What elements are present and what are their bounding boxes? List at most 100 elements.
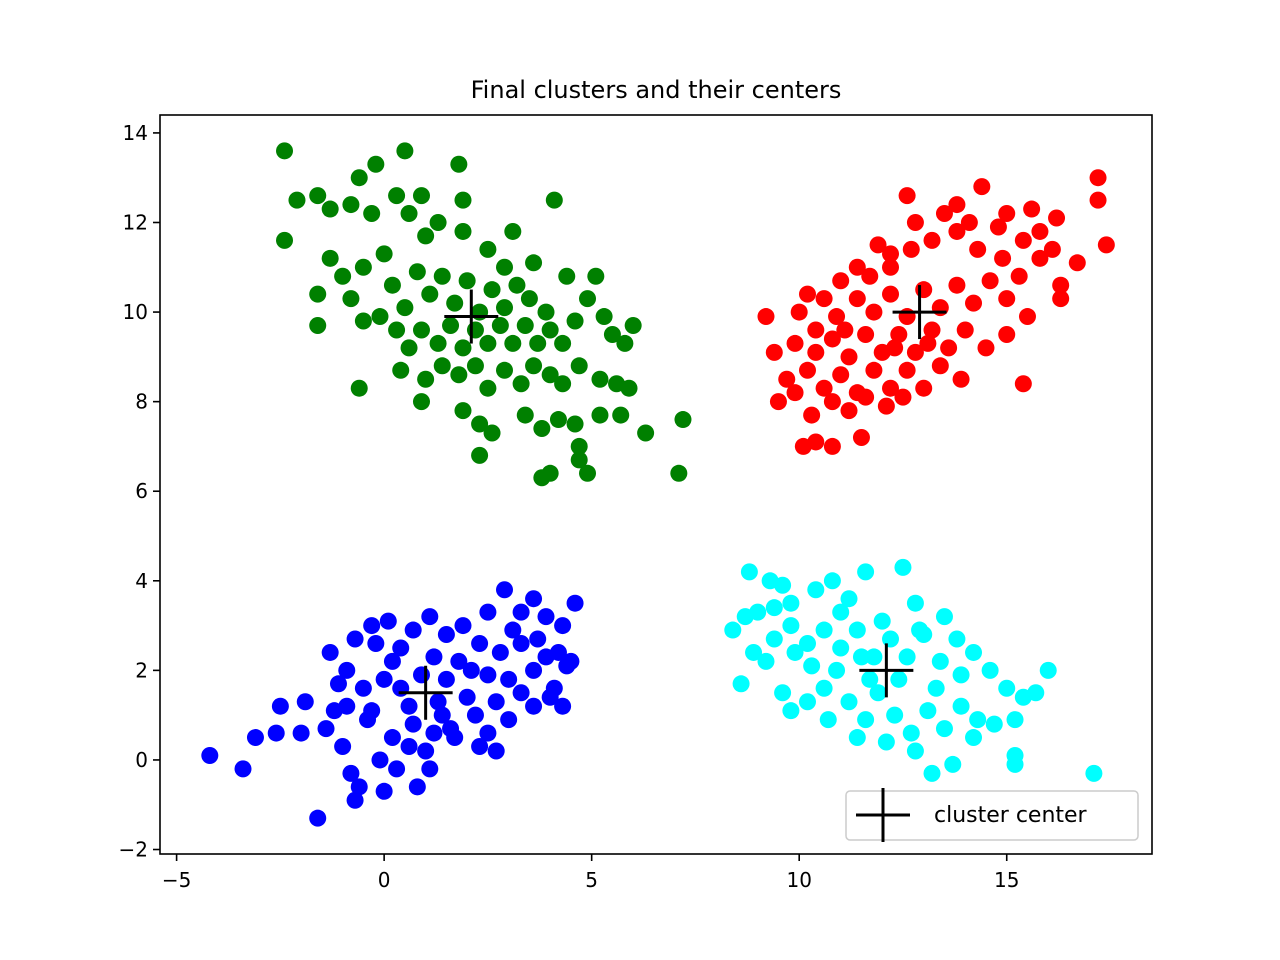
data-point (479, 724, 497, 742)
y-tick-label: 4 (135, 569, 148, 593)
data-point (848, 729, 866, 747)
data-point (1089, 191, 1107, 209)
data-point (819, 711, 837, 729)
data-point (566, 415, 584, 433)
data-point (346, 791, 364, 809)
data-point (317, 720, 335, 738)
data-point (292, 724, 310, 742)
data-point (525, 661, 543, 679)
legend-marker-cross (856, 788, 910, 842)
data-point (765, 343, 783, 361)
data-point (359, 711, 377, 729)
data-point (487, 742, 505, 760)
data-point (479, 334, 497, 352)
data-point (491, 643, 509, 661)
data-point (952, 697, 970, 715)
data-point (508, 276, 526, 294)
data-point (433, 706, 451, 724)
data-point (496, 258, 514, 276)
data-point (927, 679, 945, 697)
data-point (412, 666, 430, 684)
data-point (923, 231, 941, 249)
data-point (985, 715, 1003, 733)
data-point (383, 729, 401, 747)
data-point (579, 464, 597, 482)
data-point (500, 670, 518, 688)
data-point (906, 343, 924, 361)
data-point (321, 249, 339, 267)
data-point (276, 142, 294, 160)
data-point (769, 393, 787, 411)
data-point (454, 222, 472, 240)
data-point (412, 393, 430, 411)
data-point (807, 321, 825, 339)
data-point (1097, 236, 1115, 254)
data-point (541, 688, 559, 706)
y-tick-label: 8 (135, 390, 148, 414)
data-point (325, 702, 343, 720)
data-point (877, 733, 895, 751)
data-point (948, 196, 966, 214)
x-tick-label: 0 (378, 868, 391, 892)
data-point (724, 621, 742, 639)
data-point (894, 558, 912, 576)
data-point (774, 576, 792, 594)
data-point (479, 240, 497, 258)
data-point (989, 218, 1007, 236)
data-point (674, 411, 692, 429)
data-point (454, 339, 472, 357)
data-point (371, 308, 389, 326)
data-point (437, 670, 455, 688)
data-point (496, 361, 514, 379)
data-point (861, 670, 879, 688)
data-point (882, 245, 900, 263)
data-point (595, 308, 613, 326)
data-point (537, 608, 555, 626)
data-point (973, 178, 991, 196)
data-point (1006, 755, 1024, 773)
data-point (782, 617, 800, 635)
data-point (823, 393, 841, 411)
legend: cluster center (845, 788, 1139, 842)
data-point (429, 693, 447, 711)
data-point (877, 397, 895, 415)
data-point (906, 594, 924, 612)
data-point (765, 599, 783, 617)
data-point (408, 263, 426, 281)
data-point (815, 621, 833, 639)
data-point (396, 299, 414, 317)
data-point (1039, 661, 1057, 679)
data-point (396, 142, 414, 160)
data-point (479, 603, 497, 621)
data-point (342, 764, 360, 782)
data-point (1048, 209, 1066, 227)
y-tick-label: 6 (135, 479, 148, 503)
data-point (512, 684, 530, 702)
data-point (998, 290, 1016, 308)
data-point (803, 406, 821, 424)
data-point (1052, 276, 1070, 294)
data-point (425, 648, 443, 666)
data-point (516, 317, 534, 335)
data-point (919, 702, 937, 720)
data-point (882, 258, 900, 276)
data-point (367, 634, 385, 652)
data-point (840, 693, 858, 711)
data-point (969, 240, 987, 258)
y-tick-label: 10 (123, 300, 148, 324)
data-point (354, 679, 372, 697)
data-point (338, 661, 356, 679)
data-point (454, 402, 472, 420)
data-point (998, 325, 1016, 343)
data-point (1031, 222, 1049, 240)
data-point (525, 254, 543, 272)
data-point (865, 648, 883, 666)
data-point (1027, 684, 1045, 702)
data-point (388, 321, 406, 339)
data-point (271, 697, 289, 715)
data-point (894, 388, 912, 406)
data-point (828, 661, 846, 679)
data-point (309, 187, 327, 205)
data-point (554, 617, 572, 635)
data-point (840, 348, 858, 366)
